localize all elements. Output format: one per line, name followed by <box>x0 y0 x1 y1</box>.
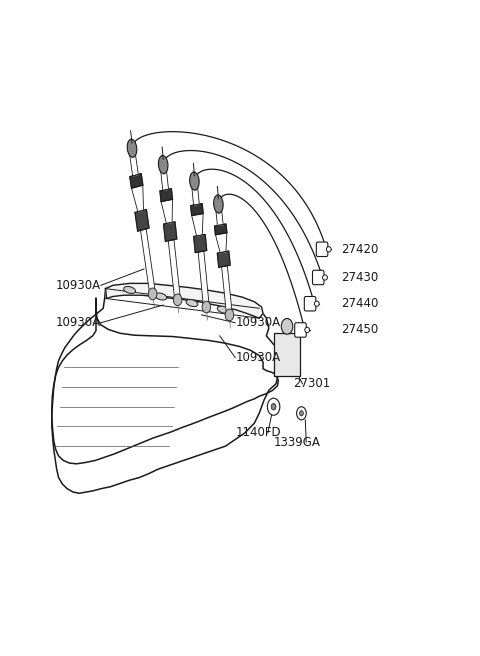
Text: 10930A: 10930A <box>55 279 100 292</box>
Polygon shape <box>198 251 209 308</box>
Circle shape <box>267 398 280 415</box>
Text: 27420: 27420 <box>341 243 378 256</box>
Ellipse shape <box>326 247 331 252</box>
Ellipse shape <box>217 306 229 313</box>
Circle shape <box>225 309 234 321</box>
Ellipse shape <box>314 301 319 306</box>
Polygon shape <box>160 167 168 190</box>
Text: 10930A: 10930A <box>55 316 100 329</box>
Polygon shape <box>132 185 144 212</box>
Polygon shape <box>192 183 199 205</box>
Polygon shape <box>191 203 203 216</box>
FancyBboxPatch shape <box>304 297 316 311</box>
Ellipse shape <box>190 172 199 190</box>
Polygon shape <box>216 206 223 226</box>
Polygon shape <box>130 174 143 188</box>
Circle shape <box>281 318 293 334</box>
Polygon shape <box>129 150 138 176</box>
Circle shape <box>148 288 157 300</box>
Text: 27430: 27430 <box>341 271 378 284</box>
Text: 27301: 27301 <box>293 377 330 390</box>
Polygon shape <box>141 229 156 295</box>
Ellipse shape <box>214 195 223 213</box>
Polygon shape <box>192 213 203 236</box>
Circle shape <box>300 411 303 416</box>
Text: 1339GA: 1339GA <box>274 436 321 449</box>
Text: 27450: 27450 <box>341 323 378 337</box>
Ellipse shape <box>155 293 167 300</box>
Text: 27440: 27440 <box>341 297 378 310</box>
FancyBboxPatch shape <box>316 242 328 256</box>
Ellipse shape <box>186 300 198 306</box>
Polygon shape <box>160 189 172 201</box>
Polygon shape <box>168 239 180 300</box>
Ellipse shape <box>305 327 310 333</box>
Ellipse shape <box>323 275 327 280</box>
FancyBboxPatch shape <box>274 333 300 375</box>
FancyBboxPatch shape <box>312 270 324 285</box>
Polygon shape <box>52 298 278 464</box>
FancyBboxPatch shape <box>295 323 306 337</box>
Circle shape <box>297 407 306 420</box>
Polygon shape <box>52 285 288 493</box>
Circle shape <box>202 301 211 313</box>
Circle shape <box>271 403 276 410</box>
Polygon shape <box>135 209 149 231</box>
Polygon shape <box>216 233 227 253</box>
Polygon shape <box>217 251 230 267</box>
Text: 10930A: 10930A <box>235 316 280 329</box>
Polygon shape <box>106 283 263 318</box>
Polygon shape <box>222 266 232 316</box>
Polygon shape <box>164 222 177 241</box>
Ellipse shape <box>127 139 137 157</box>
Polygon shape <box>215 224 227 235</box>
Circle shape <box>173 294 182 306</box>
Ellipse shape <box>158 155 168 174</box>
Polygon shape <box>161 199 172 224</box>
Ellipse shape <box>124 287 135 293</box>
Text: 1140FD: 1140FD <box>235 426 281 440</box>
Text: 10930A: 10930A <box>235 351 280 364</box>
Polygon shape <box>194 234 207 253</box>
